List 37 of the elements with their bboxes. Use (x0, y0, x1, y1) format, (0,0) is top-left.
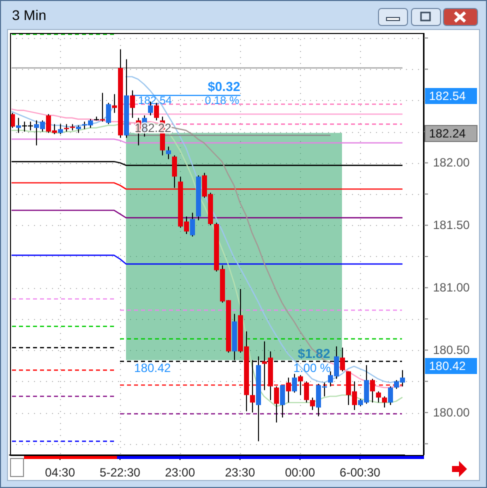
candlestick (166, 146, 171, 160)
annotation: 0.18 % (204, 94, 240, 107)
candlestick (370, 378, 375, 404)
candlestick (376, 390, 381, 404)
y-tick-label: 180.50 (433, 342, 470, 357)
candlestick (280, 384, 285, 418)
annotation: 182.54 (138, 94, 172, 107)
candlestick (274, 386, 279, 424)
y-tick-label: 181.00 (433, 280, 470, 295)
candlestick (292, 373, 297, 394)
x-tick-label: 23:30 (224, 466, 256, 480)
candlestick (106, 102, 111, 125)
candlestick (382, 396, 387, 408)
x-tick-label: 23:00 (164, 466, 196, 480)
candlestick (190, 212, 195, 238)
candlestick (310, 397, 315, 411)
text: 180.42 (429, 359, 466, 374)
x-tick-label: 6-00:30 (340, 466, 381, 480)
chart-title: 3 Min (12, 7, 46, 23)
annotation: 1.00 % (293, 361, 332, 376)
annotation: 180.42 (134, 361, 172, 376)
y-tick-label: 181.50 (433, 218, 470, 232)
candlestick (130, 90, 135, 118)
annotation: $1.82 (298, 346, 330, 362)
y-tick-label: 182.00 (433, 156, 470, 170)
x-tick-label: 00:00 (284, 466, 316, 480)
candlestick (286, 377, 291, 404)
text: 182.24 (429, 126, 466, 141)
candlestick (298, 374, 303, 396)
candlestick (304, 380, 309, 404)
x-tick-label: 04:30 (44, 466, 76, 480)
candlestick (58, 124, 63, 135)
x-tick-label: 5-22:30 (100, 466, 141, 480)
y-tick-label: 180.00 (433, 405, 470, 420)
annotation: $0.32 (208, 79, 240, 94)
text: 182.54 (429, 89, 466, 104)
candlestick (388, 386, 393, 406)
